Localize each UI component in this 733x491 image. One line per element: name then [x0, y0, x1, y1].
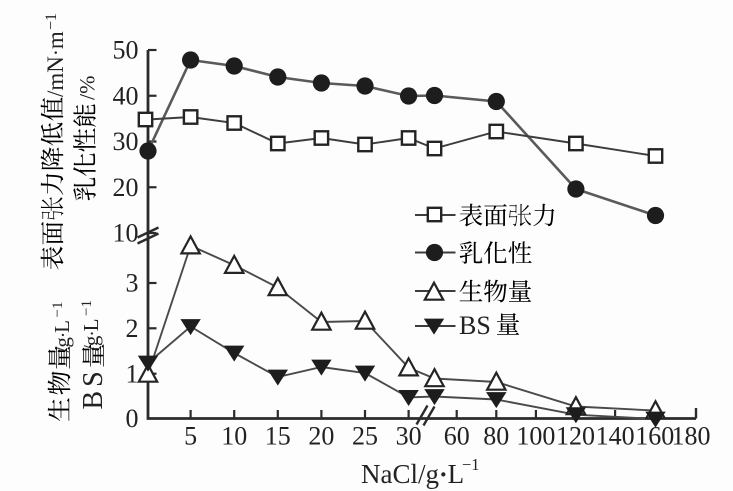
svg-text:2: 2 [126, 314, 139, 343]
svg-text:1: 1 [126, 359, 139, 388]
svg-text:50: 50 [113, 36, 139, 65]
svg-text:3: 3 [126, 269, 139, 298]
svg-text:30: 30 [396, 422, 422, 451]
svg-text:BS: BS [78, 367, 109, 409]
svg-text:15: 15 [265, 422, 291, 451]
svg-text:10: 10 [113, 219, 139, 248]
svg-text:140: 140 [596, 422, 635, 451]
svg-text:180: 180 [672, 422, 711, 451]
svg-text:25: 25 [352, 422, 378, 451]
svg-text:/g·L: /g·L [79, 319, 103, 351]
svg-text:/mN·m: /mN·m [43, 31, 68, 97]
svg-text:120: 120 [556, 422, 595, 451]
svg-text:−1: −1 [462, 455, 480, 474]
svg-text:30: 30 [113, 127, 139, 156]
svg-text:−1: −1 [50, 302, 66, 318]
svg-text:−1: −1 [43, 13, 60, 30]
svg-text:/g·L: /g·L [50, 321, 74, 353]
svg-text:80: 80 [483, 422, 509, 451]
svg-text:5: 5 [184, 422, 197, 451]
svg-text:−1: −1 [79, 300, 95, 316]
svg-text:NaCl/g·L: NaCl/g·L [361, 459, 464, 489]
svg-text:40: 40 [113, 82, 139, 111]
svg-text:60: 60 [444, 422, 470, 451]
svg-text:100: 100 [516, 422, 555, 451]
svg-text:160: 160 [635, 422, 674, 451]
svg-text:BS: BS [459, 311, 491, 340]
svg-text:20: 20 [308, 422, 334, 451]
svg-text:/%: /% [75, 76, 100, 100]
svg-text:20: 20 [113, 173, 139, 202]
svg-text:0: 0 [126, 404, 139, 433]
svg-text:10: 10 [221, 422, 247, 451]
